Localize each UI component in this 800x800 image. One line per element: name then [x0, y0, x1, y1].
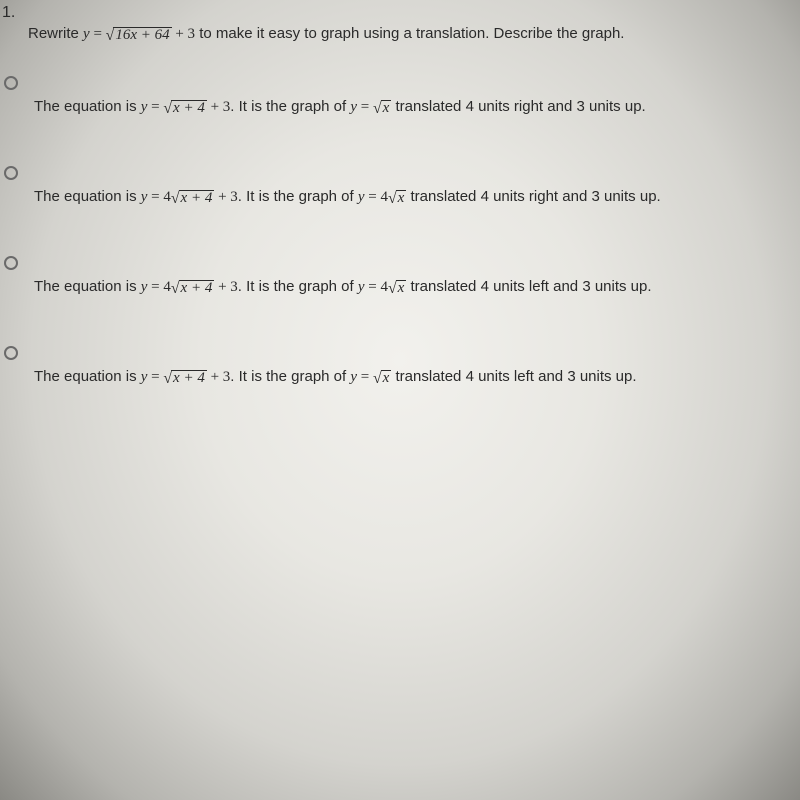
phrase-and: and	[558, 188, 591, 205]
phrase-translated: translated	[391, 98, 465, 115]
phrase-translated: translated	[391, 368, 465, 385]
option-row[interactable]: The equation is y = 4√x + 4 + 3. It is t…	[0, 254, 800, 298]
sqrt: √x + 4	[171, 190, 214, 207]
h-desc: 4 units right	[466, 98, 544, 115]
v-desc: 3 units up	[582, 278, 647, 295]
h-desc: 4 units left	[466, 368, 534, 385]
phrase-and: and	[534, 368, 567, 385]
radio-icon[interactable]	[4, 256, 18, 270]
v-desc: 3 units up	[576, 98, 641, 115]
option-text: The equation is y = 4√x + 4 + 3. It is t…	[28, 164, 780, 208]
phrase-it-is-graph-of: . It is the graph of	[230, 98, 350, 115]
parent-function: y = 4√x	[358, 189, 406, 205]
option-equation: y = √x + 4 + 3	[141, 99, 231, 115]
stem-equals: =	[90, 26, 106, 42]
option-equation: y = 4√x + 4 + 3	[141, 279, 238, 295]
sqrt: √x	[373, 370, 391, 387]
parent-function: y = √x	[350, 369, 391, 385]
question-number: 1.	[0, 4, 800, 24]
v-desc: 3 units up	[567, 368, 632, 385]
option-row[interactable]: The equation is y = √x + 4 + 3. It is th…	[0, 74, 800, 118]
v-desc: 3 units up	[591, 188, 656, 205]
option-text: The equation is y = √x + 4 + 3. It is th…	[28, 344, 780, 388]
h-desc: 4 units left	[481, 278, 549, 295]
stem-prefix: Rewrite	[28, 25, 83, 42]
phrase-translated: translated	[406, 278, 480, 295]
phrase-period: .	[657, 188, 661, 205]
phrase-and: and	[543, 98, 576, 115]
sqrt: √x + 4	[163, 100, 206, 117]
phrase-equation-is: The equation is	[34, 278, 141, 295]
h-desc: 4 units right	[481, 188, 559, 205]
option-text: The equation is y = 4√x + 4 + 3. It is t…	[28, 254, 780, 298]
phrase-and: and	[549, 278, 582, 295]
sqrt: √x	[388, 280, 406, 297]
stem-radicand: 16x + 64	[113, 27, 171, 44]
phrase-translated: translated	[406, 188, 480, 205]
option-equation: y = 4√x + 4 + 3	[141, 189, 238, 205]
phrase-it-is-graph-of: . It is the graph of	[238, 188, 358, 205]
parent-function: y = 4√x	[358, 279, 406, 295]
option-equation: y = √x + 4 + 3	[141, 369, 231, 385]
sqrt: √x + 4	[171, 280, 214, 297]
phrase-equation-is: The equation is	[34, 98, 141, 115]
question-stem: Rewrite y = √16x + 64 + 3 to make it eas…	[0, 24, 800, 44]
stem-equation: y = √16x + 64 + 3	[83, 26, 195, 42]
phrase-equation-is: The equation is	[34, 188, 141, 205]
stem-after-root: + 3	[172, 26, 195, 42]
stem-suffix: to make it easy to graph using a transla…	[195, 25, 624, 42]
radio-icon[interactable]	[4, 166, 18, 180]
phrase-period: .	[642, 98, 646, 115]
sqrt: √16x + 64	[106, 27, 172, 44]
sqrt: √x	[388, 190, 406, 207]
stem-lhs: y	[83, 26, 90, 42]
phrase-period: .	[647, 278, 651, 295]
worksheet-page: 1. Rewrite y = √16x + 64 + 3 to make it …	[0, 0, 800, 388]
option-text: The equation is y = √x + 4 + 3. It is th…	[28, 74, 780, 118]
parent-function: y = √x	[350, 99, 391, 115]
sqrt: √x + 4	[163, 370, 206, 387]
phrase-period: .	[632, 368, 636, 385]
phrase-it-is-graph-of: . It is the graph of	[230, 368, 350, 385]
option-row[interactable]: The equation is y = 4√x + 4 + 3. It is t…	[0, 164, 800, 208]
phrase-it-is-graph-of: . It is the graph of	[238, 278, 358, 295]
sqrt: √x	[373, 100, 391, 117]
radio-icon[interactable]	[4, 346, 18, 360]
option-row[interactable]: The equation is y = √x + 4 + 3. It is th…	[0, 344, 800, 388]
phrase-equation-is: The equation is	[34, 368, 141, 385]
radio-icon[interactable]	[4, 76, 18, 90]
